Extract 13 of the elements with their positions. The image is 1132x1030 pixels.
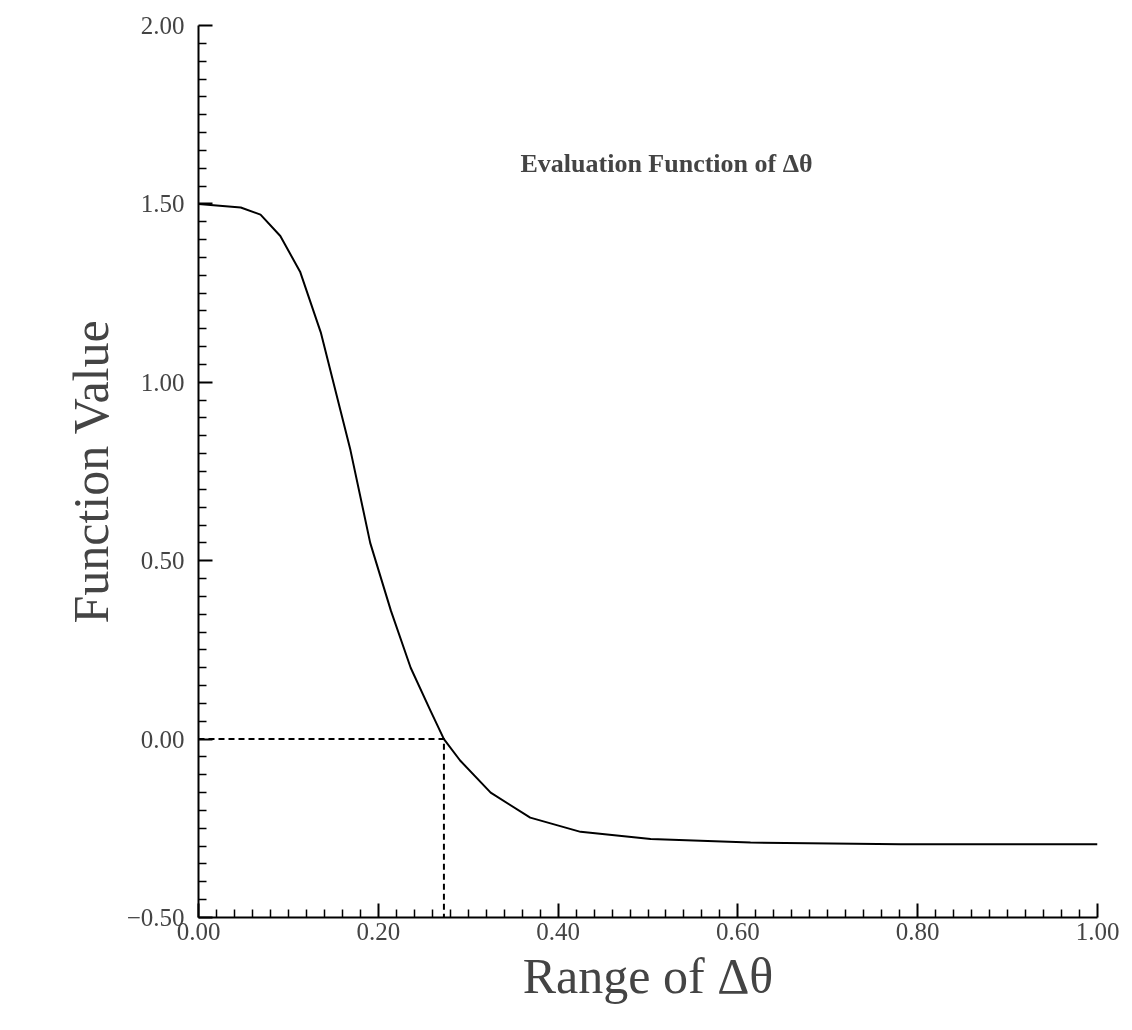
x-tick-label: 0.80 <box>895 917 940 945</box>
x-tick-label: 0.20 <box>356 917 401 945</box>
x-tick-label: 0.40 <box>536 917 580 945</box>
x-axis-title: Range of Δθ <box>522 947 774 1004</box>
y-tick-label: 1.00 <box>140 368 185 396</box>
y-tick-label: 1.50 <box>140 190 185 218</box>
x-tick-label: 1.00 <box>1075 917 1120 945</box>
y-tick-label: 2.00 <box>140 12 185 39</box>
y-axis-title: Function Value <box>62 320 119 624</box>
annotation: Evaluation Function of Δθ <box>520 148 813 178</box>
y-tick-label: 0.50 <box>140 547 185 575</box>
y-tick-label: 0.00 <box>140 725 185 753</box>
x-tick-label: 0.60 <box>716 917 760 945</box>
